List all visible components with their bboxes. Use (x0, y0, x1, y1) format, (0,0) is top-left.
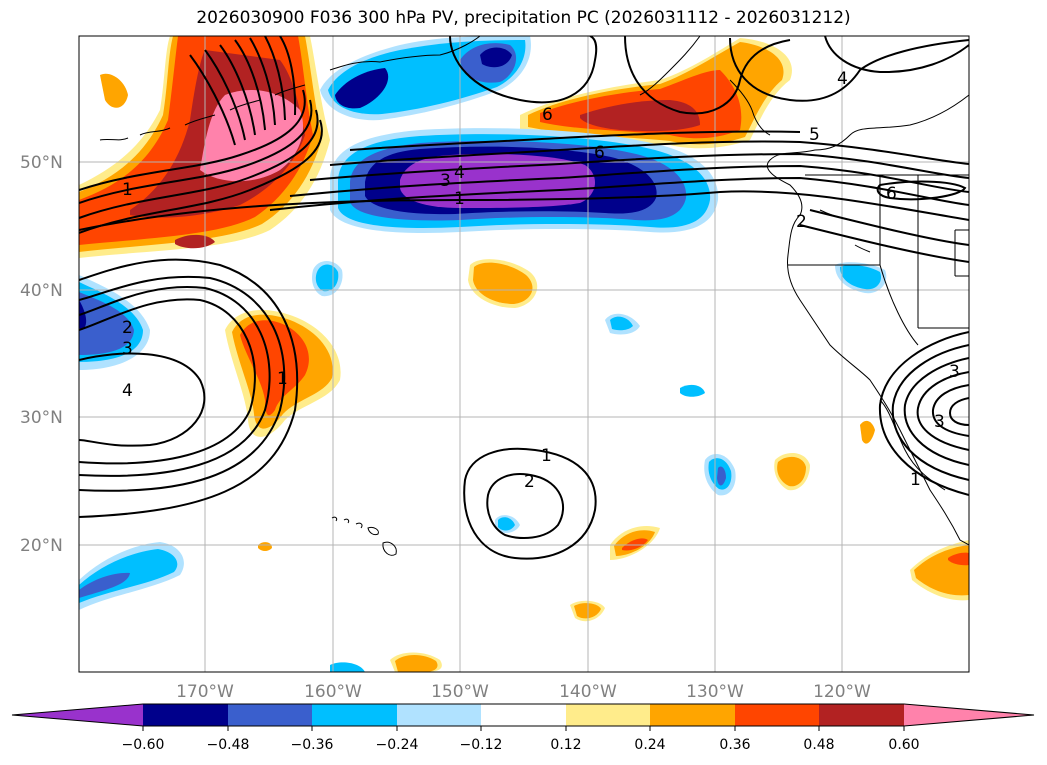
contour-label: 2 (796, 212, 807, 232)
colorbar-segment (312, 704, 397, 726)
colorbar-label: 0.60 (888, 737, 919, 753)
contour-label: 3 (122, 339, 133, 359)
contour-label: 3 (934, 412, 945, 432)
colorbar-segment (819, 704, 904, 726)
colorbar-segment (228, 704, 312, 726)
contour-label: 2 (122, 318, 133, 338)
contour-label: 1 (454, 189, 465, 209)
colorbar-label: 0.48 (803, 737, 834, 753)
colorbar-segment (735, 704, 819, 726)
contour-label: 2 (524, 472, 535, 492)
map-frame (78, 35, 970, 673)
lat-label-20n: 20°N (20, 536, 63, 556)
precip-positive-small (258, 259, 969, 672)
colorbar-label: −0.48 (207, 737, 250, 753)
colorbar-segment (12, 704, 143, 726)
pv-contour-labels: 1 3 4 1 6 6 5 4 6 2 2 3 4 1 1 2 3 1 3 (122, 69, 960, 492)
colorbar-label: 0.36 (719, 737, 750, 753)
precip-negative-small (312, 261, 887, 672)
contour-label: 3 (440, 171, 451, 191)
colorbar-segment (481, 704, 566, 726)
lon-label-140w: 140°W (559, 682, 617, 702)
lon-label-150w: 150°W (431, 682, 489, 702)
contour-label: 4 (837, 69, 848, 89)
map-layers: 1 3 4 1 6 6 5 4 6 2 2 3 4 1 1 2 3 1 3 (79, 36, 969, 672)
contour-label: 1 (910, 470, 921, 490)
contour-label: 3 (949, 362, 960, 382)
lat-label-40n: 40°N (20, 281, 63, 301)
contour-label: 1 (541, 446, 552, 466)
contour-label: 4 (454, 163, 465, 183)
colorbar: −0.60 −0.48 −0.36 −0.24 −0.12 0.12 0.24 … (11, 703, 1035, 753)
colorbar-segment (904, 704, 1034, 726)
lat-label-30n: 30°N (20, 408, 63, 428)
longitude-labels: 170°W 160°W 150°W 140°W 130°W 120°W (176, 682, 871, 702)
contour-label: 1 (277, 369, 288, 389)
contour-label: 1 (122, 180, 133, 200)
contour-label: 5 (809, 125, 820, 145)
hawaii-islands (331, 516, 397, 556)
map-title: 2026030900 F036 300 hPa PV, precipitatio… (196, 8, 851, 28)
colorbar-label: 0.24 (634, 737, 665, 753)
colorbar-label: −0.36 (291, 737, 334, 753)
lon-label-130w: 130°W (686, 682, 744, 702)
precip-negative-west (79, 275, 150, 370)
latitude-labels: 50°N 40°N 30°N 20°N (20, 153, 63, 556)
precip-positive-mid (225, 310, 341, 437)
lat-label-50n: 50°N (20, 153, 63, 173)
colorbar-label: −0.24 (376, 737, 419, 753)
lon-label-170w: 170°W (176, 682, 234, 702)
contour-label: 6 (542, 105, 553, 125)
precip-negative-alaska (320, 36, 531, 121)
colorbar-label: −0.60 (122, 737, 165, 753)
colorbar-segment (397, 704, 481, 726)
colorbar-segment (143, 704, 228, 726)
colorbar-segment (650, 704, 735, 726)
contour-label: 4 (122, 381, 133, 401)
colorbar-label: −0.12 (460, 737, 503, 753)
lon-label-160w: 160°W (304, 682, 362, 702)
contour-label: 6 (886, 184, 897, 204)
colorbar-label: 0.12 (550, 737, 581, 753)
colorbar-segment (566, 704, 650, 726)
pv-contours (79, 36, 969, 560)
colorbar-ticks (142, 726, 905, 731)
lon-label-120w: 120°W (813, 682, 871, 702)
precip-negative-sw (79, 542, 184, 610)
contour-label: 6 (594, 143, 605, 163)
